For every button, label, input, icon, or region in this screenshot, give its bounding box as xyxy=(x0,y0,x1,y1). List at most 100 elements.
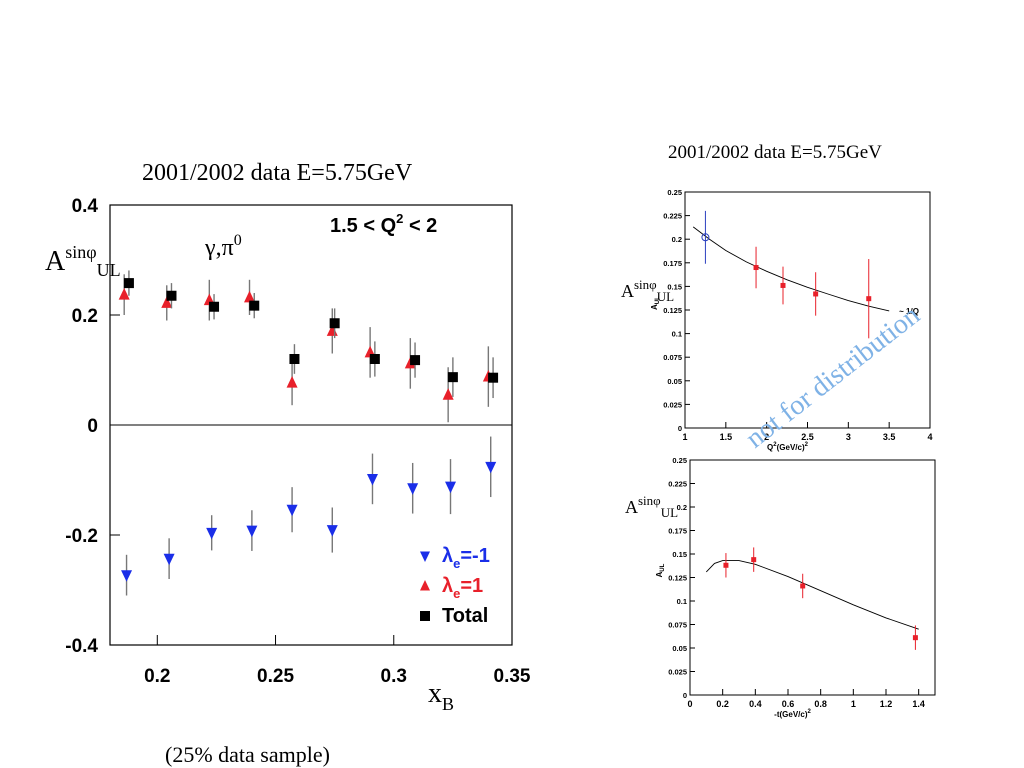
left-data-point xyxy=(246,525,258,538)
left-legend-label-part: λ xyxy=(442,545,453,567)
t-y-tick-label-part: 0.05 xyxy=(672,644,687,653)
left-x-tick-label: 0.3 xyxy=(381,666,407,687)
q2-y-tick-label-part: 0.225 xyxy=(663,212,682,221)
left-data-point xyxy=(121,570,133,582)
t-x-tick-label-part: 0.4 xyxy=(749,699,762,709)
q2-x-tick-label-part: 1 xyxy=(682,432,687,442)
q2-data-point xyxy=(701,233,710,242)
t-y-tick-label-part: 0.15 xyxy=(672,550,687,559)
t-small-y-axis-label: AUL xyxy=(655,563,666,577)
q2-small-y-axis-label: AUL xyxy=(650,296,661,310)
t-plot-frame xyxy=(689,459,936,696)
q2-x-tick-label: 3 xyxy=(846,432,851,442)
left-legend-marker xyxy=(420,611,430,621)
t-x-tick-label-part: 0 xyxy=(687,699,692,709)
q2-y-tick-label: 0.075 xyxy=(663,353,682,362)
t-y-tick-label-part: 0.2 xyxy=(677,503,687,512)
t-x-tick-label: 0.2 xyxy=(716,699,729,709)
t-x-axis-label-part: -t(GeV/c) xyxy=(774,710,808,719)
q2-x-tick-label: 2.5 xyxy=(801,432,814,442)
q2-y-tick-label-part: 0.15 xyxy=(667,282,682,291)
t-y-axis-label-part: A xyxy=(625,497,638,517)
left-x-tick-label-part: 0.3 xyxy=(381,666,407,687)
left-legend-label: λe=1 xyxy=(442,575,483,601)
q2-y-tick-label: 0 xyxy=(678,424,682,433)
t-y-tick-label: 0.025 xyxy=(668,668,687,677)
t-y-tick-label: 0 xyxy=(683,691,687,700)
left-data-point xyxy=(289,354,300,364)
left-data-point xyxy=(286,376,298,388)
left-y-tick-label-part: -0.4 xyxy=(65,636,98,657)
q2-y-axis-label-part: UL xyxy=(657,289,674,304)
left-legend-label: Total xyxy=(442,605,488,627)
q2-x-tick-label: 1.5 xyxy=(720,432,733,442)
left-data-point xyxy=(447,372,458,383)
t-data-point xyxy=(751,557,757,563)
q2-y-tick-label-part: 0.025 xyxy=(663,400,682,409)
left-y-tick-label-part: 0.2 xyxy=(72,306,98,327)
t-data-point xyxy=(723,562,729,568)
left-legend-label-part: =-1 xyxy=(460,545,489,567)
left-data-point xyxy=(244,290,256,303)
t-y-tick-label: 0.05 xyxy=(672,644,687,653)
t-y-tick-label-part: 0.1 xyxy=(677,597,687,606)
left-chart-title: 2001/2002 data E=5.75GeV xyxy=(142,160,413,186)
q2-data-point xyxy=(780,282,786,288)
t-x-tick-label-part: 1.4 xyxy=(912,699,925,709)
q2-x-axis-label-part: Q xyxy=(767,443,773,452)
t-x-tick-label: 1.4 xyxy=(912,699,925,709)
q2-fit-curve xyxy=(692,226,890,312)
left-plot: 0.2 0.25 0.3 0.35-0.4-0.200.20.4AsinφULxBγ,… xyxy=(45,196,531,714)
left-x-axis-label-part: B xyxy=(442,694,454,714)
t-y-tick-label: 0.075 xyxy=(668,621,687,630)
q2-x-tick-label: 2 xyxy=(764,432,769,442)
t-x-tick-label: 0.8 xyxy=(814,699,827,709)
t-data-point xyxy=(912,635,918,641)
left-data-point xyxy=(249,300,260,311)
t-y-tick-label: 0.175 xyxy=(668,527,687,536)
q2-plot: 1 1.5 2 2.5 3 3.5 400.0250.050.0750.10.1250.15… xyxy=(621,188,933,452)
t-fit-curve xyxy=(705,560,919,630)
q2-x-axis-label-part: (GeV/c) xyxy=(777,443,805,452)
left-data-point xyxy=(166,290,177,301)
t-x-tick-label: 1.2 xyxy=(880,699,893,709)
t-x-tick-label-part: 0.2 xyxy=(716,699,729,709)
left-data-point xyxy=(161,296,173,308)
q2-x-axis-label-part: 2 xyxy=(773,442,777,448)
t-y-tick-label-part: 0.125 xyxy=(668,574,687,583)
left-data-point xyxy=(369,354,380,364)
t-x-axis-label-part: 2 xyxy=(808,709,812,715)
t-x-tick-label: 0.4 xyxy=(749,699,762,709)
t-y-tick-label-part: 0.25 xyxy=(672,456,687,465)
t-x-tick-label-part: 0.8 xyxy=(814,699,827,709)
left-legend-label: λe=-1 xyxy=(442,545,490,571)
right-chart-title: 2001/2002 data E=5.75GeV xyxy=(668,142,882,163)
q2-y-tick-label: 0.2 xyxy=(672,235,682,244)
left-x-tick-label: 0.2 xyxy=(144,666,170,687)
t-y-tick-label: 0.125 xyxy=(668,574,687,583)
q2-curve-label-part: ~ 1/Q xyxy=(899,307,919,316)
left-q2-range-annotation-part: < 2 xyxy=(403,215,437,237)
left-y-tick-label-part: 0 xyxy=(87,416,98,437)
q2-x-tick-label-part: 2.5 xyxy=(801,432,814,442)
q2-y-tick-label-part: 0.175 xyxy=(663,259,682,268)
left-data-point xyxy=(442,388,454,400)
q2-y-tick-label: 0.1 xyxy=(672,330,682,339)
t-x-tick-label: 0.6 xyxy=(782,699,795,709)
q2-x-axis-label: Q2(GeV/c)2 xyxy=(767,442,809,452)
t-small-y-axis-label-part: UL xyxy=(660,563,666,571)
q2-small-y-axis-label-part: A xyxy=(650,304,659,310)
t-y-axis-label: AsinφUL xyxy=(625,493,678,520)
left-y-axis-label: AsinφUL xyxy=(45,242,121,280)
left-data-point xyxy=(445,481,457,494)
left-data-point xyxy=(329,318,340,329)
left-y-tick-label-part: 0.4 xyxy=(72,196,99,217)
t-x-axis-label: -t(GeV/c)2 xyxy=(774,709,811,719)
q2-y-tick-label-part: 0.1 xyxy=(672,330,682,339)
q2-y-tick-label: 0.125 xyxy=(663,306,682,315)
left-y-tick-label: 0.4 xyxy=(72,196,99,217)
left-legend: λe=-1 λe=1 Total xyxy=(420,545,490,627)
left-y-axis-label-part: A xyxy=(45,246,66,277)
left-x-axis-label: xB xyxy=(428,678,454,714)
q2-y-tick-label: 0.15 xyxy=(667,282,682,291)
